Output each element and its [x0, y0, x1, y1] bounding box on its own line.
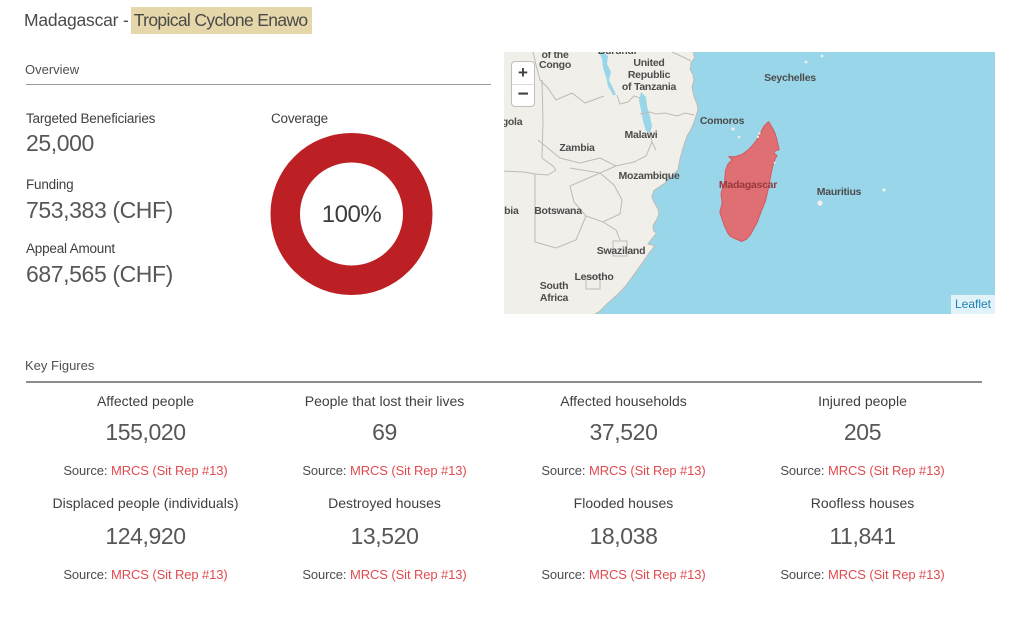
svg-text:of the: of the [541, 52, 568, 61]
svg-text:Comoros: Comoros [700, 115, 745, 127]
svg-text:Congo: Congo [539, 59, 571, 71]
svg-text:of Tanzania: of Tanzania [622, 81, 677, 93]
svg-text:Zambia: Zambia [559, 142, 595, 154]
svg-text:Mauritius: Mauritius [817, 186, 862, 198]
svg-text:Lesotho: Lesotho [574, 271, 613, 283]
svg-text:Malawi: Malawi [625, 129, 658, 141]
svg-text:Burundi: Burundi [598, 52, 637, 57]
svg-text:gola: gola [504, 116, 523, 128]
svg-text:South: South [540, 280, 569, 292]
svg-text:Mozambique: Mozambique [618, 170, 679, 182]
svg-text:Botswana: Botswana [534, 205, 582, 217]
svg-text:United: United [633, 57, 664, 69]
svg-text:Africa: Africa [540, 292, 569, 304]
svg-text:Madagascar: Madagascar [719, 179, 777, 191]
svg-text:Seychelles: Seychelles [764, 72, 816, 84]
svg-text:Swaziland: Swaziland [597, 245, 646, 257]
svg-text:ibia: ibia [504, 205, 519, 217]
svg-text:100%: 100% [322, 201, 382, 228]
svg-text:Republic: Republic [628, 69, 671, 81]
